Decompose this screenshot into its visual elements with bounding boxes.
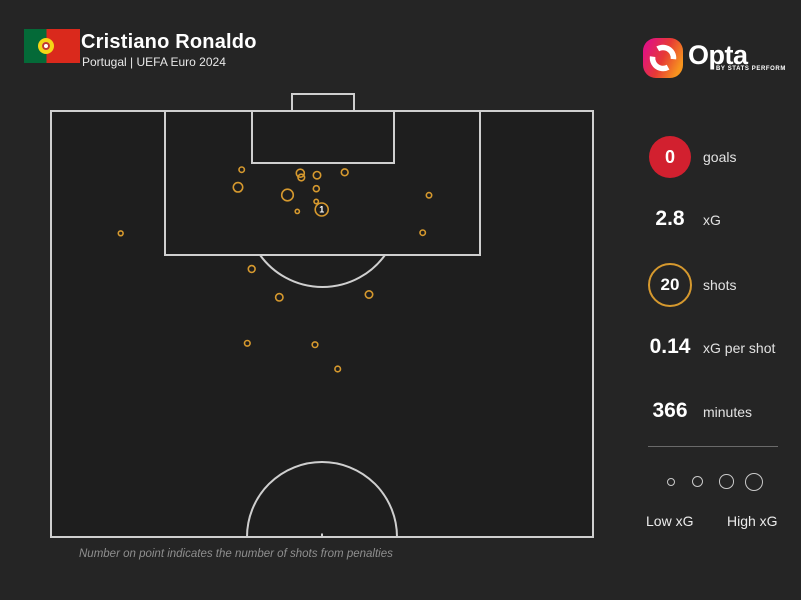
legend-circle-3 [744,472,763,491]
portugal-flag-emblem [38,38,54,54]
minutes-label: minutes [703,404,753,420]
penalty-shot-count: 1 [319,205,324,215]
legend-high-label: High xG [727,513,778,529]
goals-label: goals [703,149,737,165]
shot-point [312,184,321,193]
xg-label: xG [703,212,721,228]
shot-point [419,229,427,237]
legend-low-label: Low xG [646,513,694,529]
legend-circle-2 [719,474,734,489]
legend-circle-0 [666,477,675,486]
shot-point [334,365,342,373]
goals-value: 0 [664,146,675,167]
legend-divider [648,446,778,447]
shots-badge: 20 [648,263,692,307]
goals-badge: 0 [649,136,691,178]
shot-point [232,181,244,193]
minutes-value: 366 [652,399,688,422]
opta-o-glyph [649,44,677,72]
shot-point-penalty [314,202,330,217]
shots-value: 20 [660,275,680,294]
shot-point [313,198,320,205]
shot-point [280,188,295,202]
xg-per-shot-label: xG per shot [703,340,776,356]
shot-point [312,170,322,180]
shot-point [243,339,251,347]
shot-point [425,191,433,199]
page-title: Cristiano Ronaldo [81,31,257,53]
six-yard-box [251,110,395,164]
shot-point [294,208,301,215]
shot-point [340,168,349,177]
shot-point [297,173,306,182]
opta-byline: BY STATS PERFORM [716,66,786,72]
shot-point [311,341,319,349]
shot-point [295,168,306,178]
shot-point [117,230,124,237]
shot-point [238,166,246,174]
xg-per-shot-value: 0.14 [649,335,691,358]
opta-wordmark: Opta [688,40,748,70]
page-subtitle: Portugal | UEFA Euro 2024 [82,55,226,69]
legend-circle-1 [691,475,704,488]
pitch-outline [50,110,594,538]
shot-point [274,292,284,302]
shots-label: shots [703,277,737,293]
penalty-arc [259,254,386,289]
shots-layer: 1 [117,166,433,373]
xg-value: 2.8 [655,207,685,230]
shot-point [247,264,256,274]
opta-logo-icon [643,38,683,78]
footnote: Number on point indicates the number of … [79,548,393,560]
shot-point [364,289,374,299]
portugal-flag [24,29,80,63]
goal [291,93,355,112]
centre-circle [246,461,398,538]
